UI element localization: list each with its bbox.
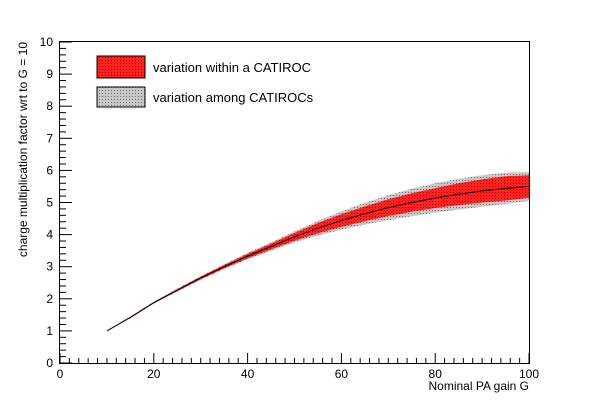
x-tick-label: 60 <box>335 367 349 381</box>
legend-swatch-within <box>96 55 146 79</box>
y-tick-label: 1 <box>46 324 53 338</box>
y-tick-label: 10 <box>40 35 54 49</box>
x-axis-label: Nominal PA gain G <box>429 379 530 393</box>
legend-swatch-among <box>96 86 146 108</box>
legend-label-within: variation within a CATIROC <box>153 60 311 75</box>
x-tick-label: 0 <box>57 367 64 381</box>
y-tick-label: 2 <box>46 292 53 306</box>
center-line <box>106 185 530 332</box>
plot-frame <box>59 41 530 364</box>
y-tick-label: 4 <box>46 228 53 242</box>
y-tick-label: 5 <box>46 196 53 210</box>
y-tick-label: 6 <box>46 163 53 177</box>
y-axis-label: charge multiplication factor wrt to G = … <box>16 42 30 257</box>
y-tick-label: 0 <box>46 356 53 370</box>
axes-layer: 0 20 40 60 80 100 0 1 2 3 4 5 6 7 8 9 10 <box>40 35 540 381</box>
band-within-catiroc <box>106 175 530 331</box>
y-tick-label: 7 <box>46 131 53 145</box>
x-tick-label: 20 <box>147 367 161 381</box>
y-tick-label: 9 <box>46 67 53 81</box>
legend-label-among: variation among CATIROCs <box>153 90 314 105</box>
y-tick-label: 8 <box>46 99 53 113</box>
x-tick-label: 80 <box>429 367 443 381</box>
bands-layer <box>106 172 530 332</box>
legend: variation within a CATIROC variation amo… <box>96 55 314 108</box>
x-tick-label: 100 <box>519 367 539 381</box>
x-tick-label: 40 <box>241 367 255 381</box>
y-tick-label: 3 <box>46 260 53 274</box>
band-among-catirocs <box>106 172 530 331</box>
